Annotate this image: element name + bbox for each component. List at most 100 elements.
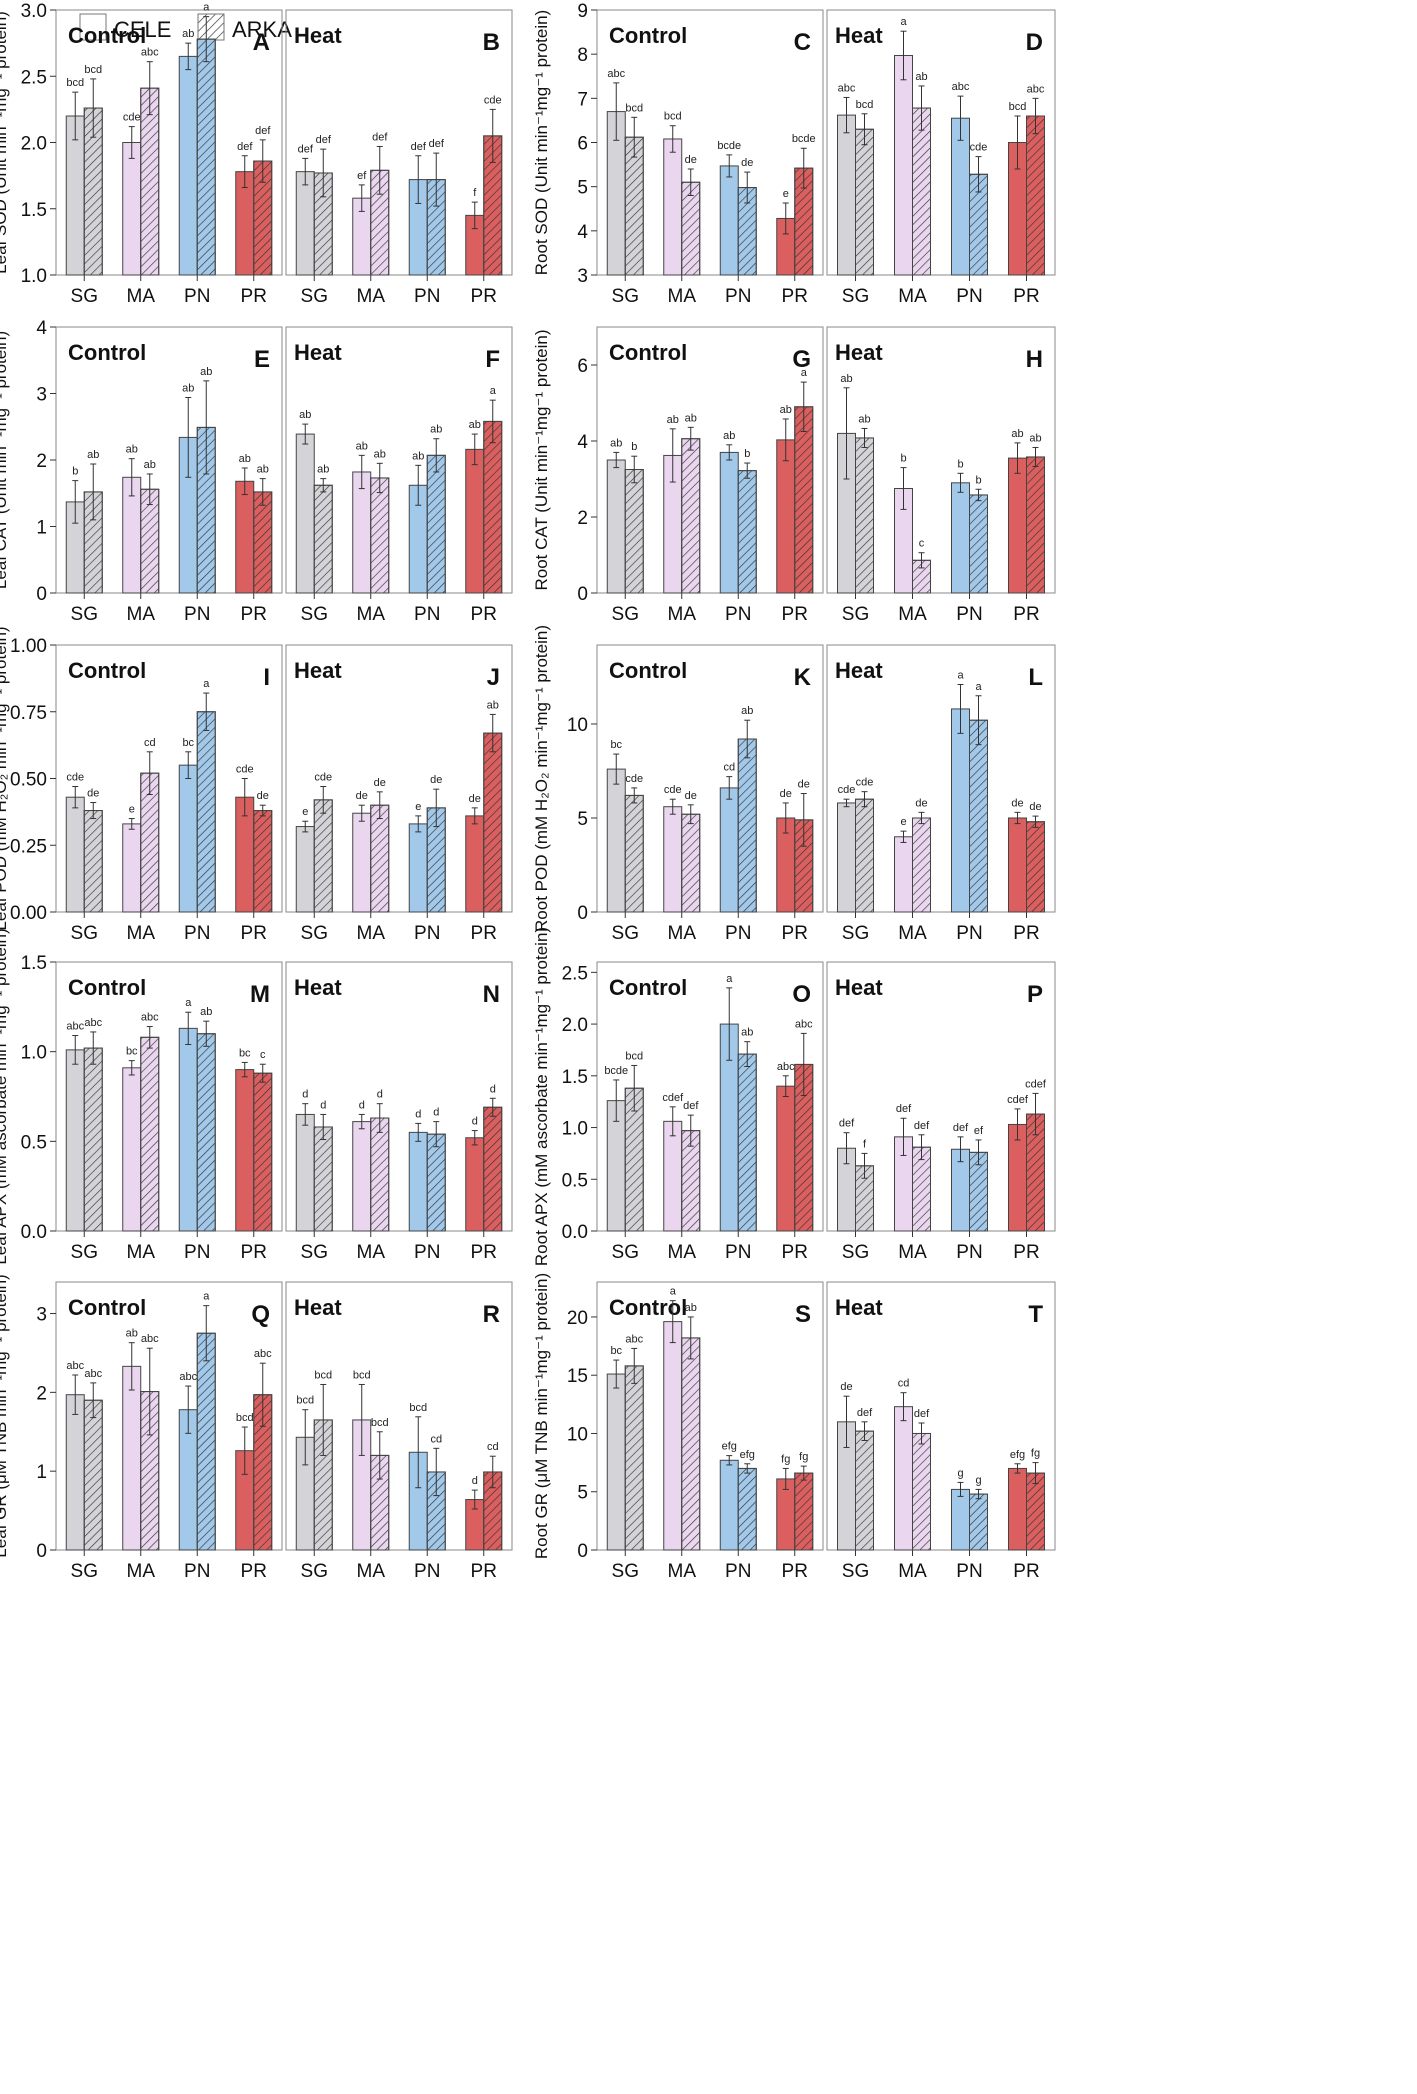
bar-hatch [794, 1472, 814, 1551]
panel-letter: B [483, 29, 500, 56]
x-tick-label: PR [241, 1242, 267, 1263]
significance-label: de [356, 790, 368, 802]
significance-label: ab [430, 424, 442, 436]
x-tick-label: PN [725, 923, 751, 944]
x-tick-label: MA [357, 1242, 386, 1263]
bar-cele [352, 1121, 372, 1232]
y-tick-label: 2.5 [562, 963, 588, 984]
significance-label: abc [838, 82, 856, 94]
x-tick-label: SG [842, 286, 869, 307]
x-tick-label: SG [71, 923, 98, 944]
panel-title: Heat [294, 340, 342, 365]
bar-cele [178, 55, 198, 276]
significance-label: abc [66, 1360, 84, 1372]
significance-label: e [415, 801, 421, 813]
bar-cele [663, 806, 683, 913]
bar-cele [1008, 457, 1027, 594]
significance-label: a [203, 1291, 210, 1303]
significance-label: f [863, 1138, 867, 1150]
x-tick-label: PN [414, 604, 440, 625]
bar-hatch [737, 738, 757, 913]
y-tick-label: 1.00 [10, 636, 47, 657]
x-tick-label: SG [301, 286, 328, 307]
x-tick-label: PR [241, 604, 267, 625]
y-tick-label: 1 [36, 1462, 47, 1483]
panel-A: 1.0 1.5 2.0 2.5 3.0 Leaf SOD (Unit min⁻¹mg⁻¹ … [0, 1, 283, 307]
bar-hatch [370, 477, 390, 594]
bar-cele [235, 480, 255, 594]
bar-hatch [624, 469, 644, 594]
y-tick-label: 9 [577, 1, 588, 22]
significance-label: def [429, 138, 445, 150]
significance-label: de [685, 154, 697, 166]
panel-title: Heat [835, 23, 883, 48]
x-tick-label: PR [471, 286, 497, 307]
significance-label: cde [970, 142, 988, 154]
y-tick-label: 1 [36, 518, 47, 539]
significance-label: abc [141, 1012, 159, 1024]
x-tick-label: SG [301, 604, 328, 625]
bar-cele [951, 482, 970, 594]
panel-letter: O [792, 981, 811, 1008]
bar-cele [235, 1069, 255, 1232]
bar-hatch [681, 181, 701, 276]
significance-label: bc [182, 737, 194, 749]
bar-cele [951, 708, 970, 913]
x-tick-label: SG [71, 604, 98, 625]
x-tick-label: MA [357, 604, 386, 625]
y-tick-label: 0.75 [10, 703, 47, 724]
significance-label: ab [685, 412, 697, 424]
y-tick-label: 0.0 [21, 1222, 47, 1243]
significance-label: def [953, 1122, 969, 1134]
bar-hatch [253, 1072, 273, 1232]
significance-label: de [469, 793, 481, 805]
bar-cele [65, 1049, 85, 1232]
bar-cele [951, 117, 970, 276]
bar-hatch [912, 817, 931, 913]
y-tick-label: 4 [577, 222, 588, 243]
bar-cele [352, 812, 372, 913]
bar-hatch [313, 484, 333, 594]
panel-letter: F [485, 346, 500, 373]
panel-C: 3 4 5 6 7 8 9 Root SOD (Unit min⁻¹mg⁻¹ protein)… [532, 1, 824, 307]
x-tick-label: PR [241, 923, 267, 944]
significance-label: a [185, 997, 192, 1009]
bar-cele [65, 796, 85, 913]
bar-cele [719, 451, 739, 594]
significance-label: fg [781, 1453, 790, 1465]
significance-label: d [472, 1116, 478, 1128]
x-tick-label: PN [725, 286, 751, 307]
bar-cele [951, 1488, 970, 1551]
bar-cele [465, 448, 485, 594]
significance-label: bcde [792, 133, 816, 145]
significance-label: d [490, 1083, 496, 1095]
significance-label: cde [856, 777, 874, 789]
y-tick-label: 2.0 [562, 1015, 588, 1036]
significance-label: a [801, 367, 808, 379]
panel-title: Heat [294, 658, 342, 683]
y-tick-label: 0 [36, 1541, 47, 1562]
x-tick-label: PR [1013, 1242, 1039, 1263]
y-tick-label: 0.00 [10, 903, 47, 924]
significance-label: cd [144, 737, 156, 749]
x-tick-label: MA [357, 286, 386, 307]
y-tick-label: 3.0 [21, 1, 47, 22]
y-tick-label: 8 [577, 45, 588, 66]
panel-title: Heat [294, 1295, 342, 1320]
x-tick-label: PR [782, 923, 808, 944]
bar-cele [352, 471, 372, 594]
significance-label: def [857, 1407, 873, 1419]
significance-label: de [840, 1381, 852, 1393]
significance-label: bcd [409, 1402, 427, 1414]
significance-label: cd [723, 762, 735, 774]
y-axis-label: Root CAT (Unit min⁻¹mg⁻¹ protein) [532, 329, 551, 590]
bar-cele [1008, 817, 1027, 913]
x-tick-label: SG [612, 604, 639, 625]
bar-cele [719, 165, 739, 276]
significance-label: d [359, 1099, 365, 1111]
significance-label: bcd [371, 1417, 389, 1429]
